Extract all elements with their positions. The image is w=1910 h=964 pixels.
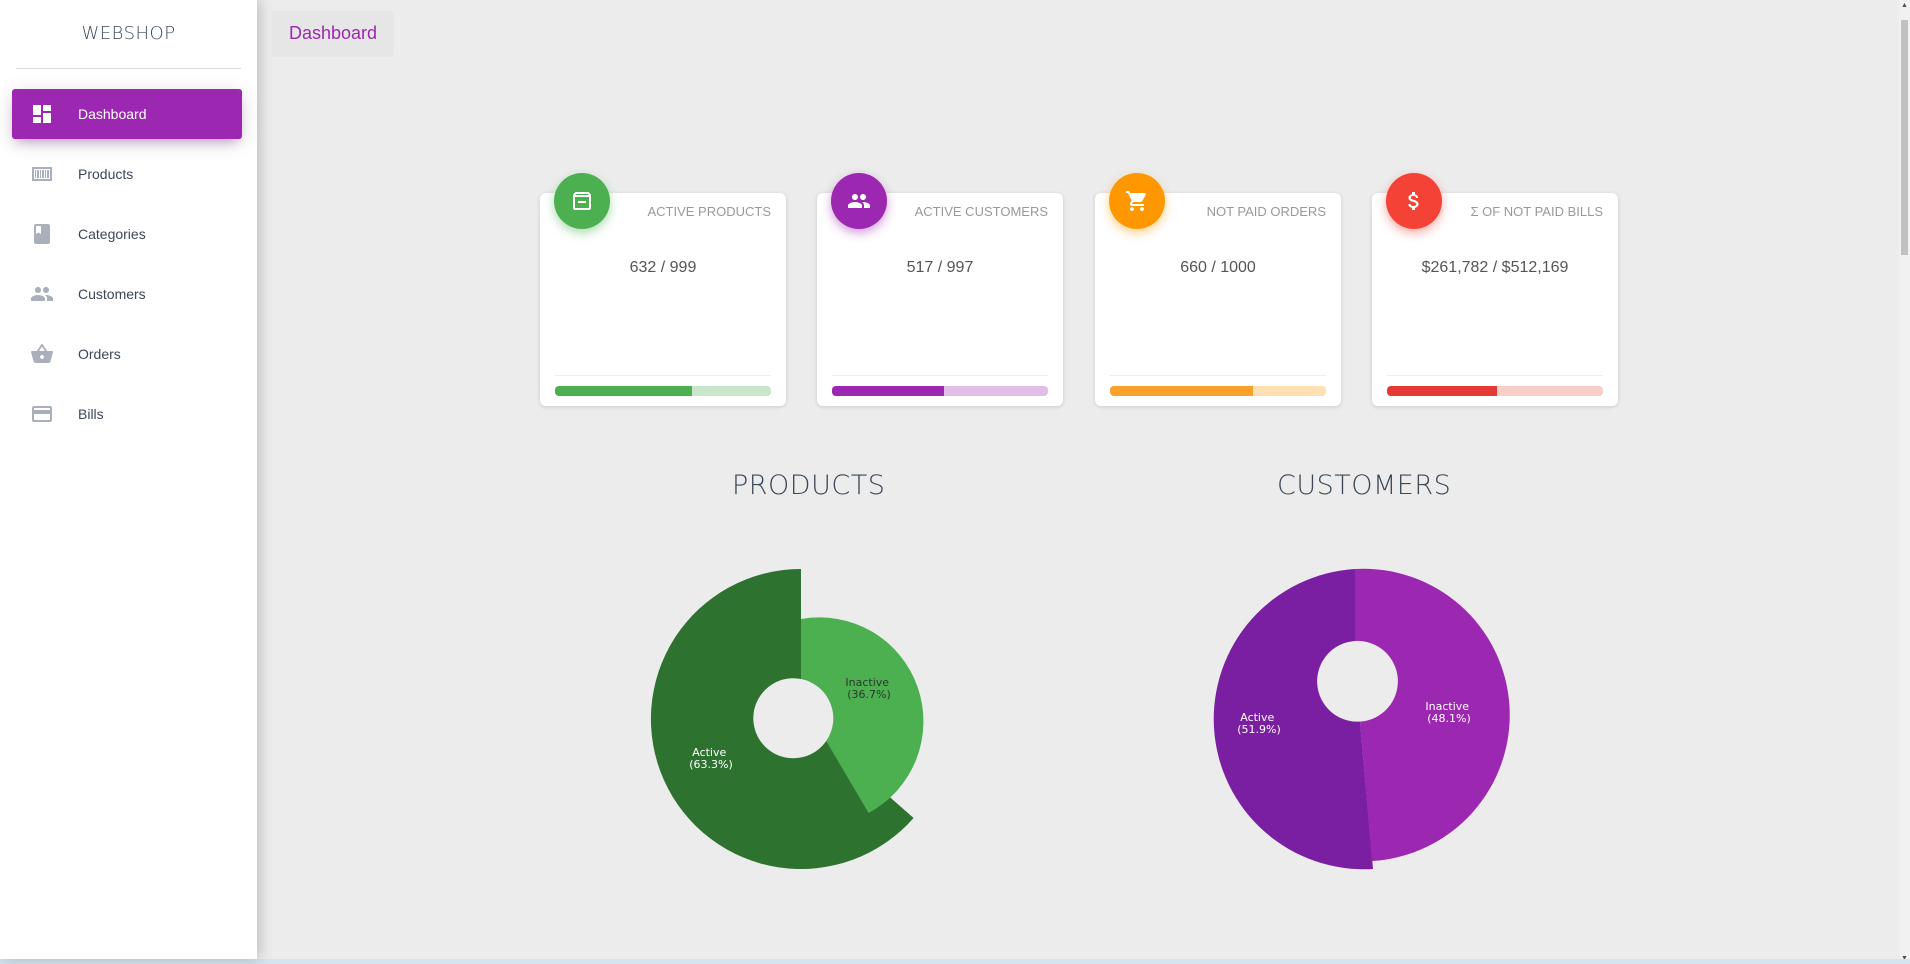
scroll-thumb[interactable] [1901,20,1908,255]
card-divider [555,375,771,376]
card-label: Σ OF NOT PAID BILLS [1470,204,1603,219]
customers-chart-title: CUSTOMERS [1277,470,1452,501]
sidebar-item-dashboard[interactable]: Dashboard [12,89,242,139]
progress-fill [1387,386,1498,396]
dollar-icon [1386,173,1442,229]
progress-bar [1110,386,1326,396]
card-value: 517 / 997 [906,259,974,276]
sidebar-item-categories[interactable]: Categories [12,209,242,259]
sidebar-item-label: Categories [78,226,146,242]
sidebar-item-products[interactable]: Products [12,149,242,199]
pie-slice-inactive[interactable] [801,617,924,813]
brand-logo-text[interactable]: WEBSHOP [81,23,176,44]
sidebar-item-label: Orders [78,346,121,362]
brand-divider [16,68,241,69]
customers-pie-chart: Inactive (48.1%) Active (51.9%) [1213,568,1510,870]
book-icon [30,222,54,246]
pie-slice-active[interactable] [1213,569,1373,870]
credit-card-icon [30,402,54,426]
progress-bar [832,386,1048,396]
stat-card-active-products: ACTIVE PRODUCTS 632 / 999 [540,173,786,406]
progress-bar [1387,386,1603,396]
people-icon [831,173,887,229]
sidebar-item-customers[interactable]: Customers [12,269,242,319]
card-label: NOT PAID ORDERS [1206,204,1326,219]
sidebar-item-label: Bills [78,406,104,422]
card-label: ACTIVE PRODUCTS [647,204,771,219]
dashboard-icon [30,102,54,126]
bottom-edge [0,959,1910,964]
pie-label-inactive: Inactive (48.1%) [1425,700,1472,725]
card-value: 660 / 1000 [1180,259,1256,276]
pie-label-active: Active (63.3%) [689,746,733,771]
pie-slice-active[interactable] [650,569,914,869]
scroll-down-arrow-icon[interactable]: ▼ [1899,953,1910,964]
people-icon [30,282,54,306]
barcode-icon [30,162,54,186]
card-value: 632 / 999 [629,259,697,276]
pie-label-active: Active (51.9%) [1237,711,1281,736]
products-chart-title: PRODUCTS [732,470,886,501]
page-scrollbar[interactable]: ▲ ▼ [1899,0,1910,964]
progress-fill [555,386,692,396]
sidebar-item-label: Dashboard [78,106,147,122]
sidebar-item-orders[interactable]: Orders [12,329,242,379]
stat-card-not-paid-orders: NOT PAID ORDERS 660 / 1000 [1095,173,1341,406]
archive-icon [554,173,610,229]
sidebar-nav: Dashboard Products Categories Customers … [0,69,257,439]
stat-card-not-paid-bills: Σ OF NOT PAID BILLS $261,782 / $512,169 [1372,173,1618,406]
card-divider [832,375,1048,376]
cart-icon [1109,173,1165,229]
card-divider [1387,375,1603,376]
sidebar: WEBSHOP Dashboard Products Categories Cu… [0,0,257,959]
pie-label-inactive: Inactive (36.7%) [845,676,892,701]
basket-icon [30,342,54,366]
card-label: ACTIVE CUSTOMERS [914,204,1048,219]
sidebar-item-label: Customers [78,286,146,302]
breadcrumb[interactable]: Dashboard [272,11,395,57]
stat-card-active-customers: ACTIVE CUSTOMERS 517 / 997 [817,173,1063,406]
sidebar-item-label: Products [78,166,134,182]
pie-slice-inactive[interactable] [1355,568,1510,861]
progress-fill [832,386,945,396]
card-value: $261,782 / $512,169 [1421,259,1569,276]
scroll-up-arrow-icon[interactable]: ▲ [1901,2,1908,9]
sidebar-item-bills[interactable]: Bills [12,389,242,439]
products-pie-chart: Inactive (36.7%) Active (63.3%) [650,569,924,869]
card-divider [1110,375,1326,376]
progress-fill [1110,386,1253,396]
progress-bar [555,386,771,396]
